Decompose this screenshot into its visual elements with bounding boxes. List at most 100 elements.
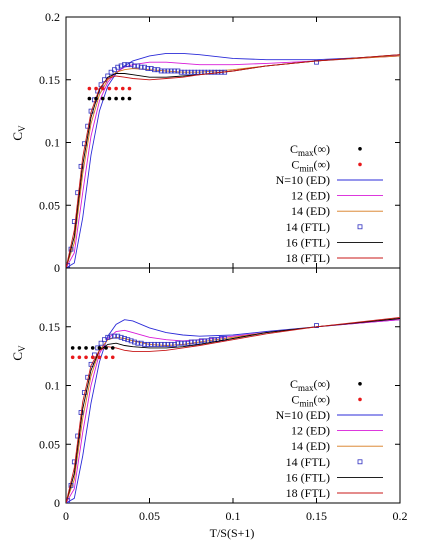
data-point-dot (84, 346, 88, 350)
data-point-square (172, 341, 177, 347)
data-point-square (152, 67, 157, 73)
data-point-dot (97, 355, 102, 360)
series-line-n-10-ed- (66, 319, 400, 503)
data-point-square (138, 340, 144, 346)
data-point-dot (77, 346, 82, 350)
data-point-square (135, 63, 141, 69)
data-point-square (195, 69, 201, 75)
data-point-square (314, 59, 319, 65)
legend: Cmax(∞)Cmin(∞)N=10 (ED) 12 (ED)14 (ED) 14 … (276, 142, 383, 265)
data-point-square (208, 337, 214, 343)
data-point-dot (100, 96, 105, 101)
data-point-dot (87, 96, 92, 101)
data-point-square (314, 323, 319, 328)
data-point-dot (114, 86, 118, 91)
data-point-square (108, 69, 114, 75)
legend-label: Cmax(∞) (290, 142, 330, 158)
data-point-square (168, 68, 174, 74)
data-point-square (112, 333, 117, 339)
data-point-square (165, 341, 171, 347)
data-point-square (98, 340, 104, 346)
x-tick-label: 0.15 (306, 509, 327, 523)
data-point-square (162, 68, 167, 74)
data-point-square (132, 63, 137, 69)
data-point-square (195, 339, 201, 345)
y-axis-label: CV (10, 125, 27, 141)
y-tick-label: 0.05 (39, 437, 60, 451)
data-point-dot (127, 86, 132, 91)
x-tick-label: 0.2 (393, 509, 408, 523)
data-point-dot (94, 86, 98, 91)
x-axis-label: T/S(S+1) (210, 526, 255, 540)
data-point-square (178, 69, 184, 75)
data-point-dot (104, 346, 108, 350)
data-point-square (158, 341, 164, 347)
x-tick-label: 0 (63, 509, 69, 523)
data-point-square (132, 339, 137, 345)
data-point-square (122, 336, 127, 341)
data-point-square (215, 337, 221, 343)
data-point-square (208, 69, 214, 75)
x-tick-label: 0.05 (139, 509, 160, 523)
data-point-dot (110, 346, 115, 350)
data-point-square (66, 263, 71, 268)
legend-square-symbol (357, 459, 363, 465)
data-point-square (122, 62, 127, 68)
plot-frame (65, 16, 401, 269)
data-point-square (222, 336, 228, 341)
y-tick-label: 0.15 (39, 320, 60, 334)
data-point-square (165, 68, 171, 74)
data-point-square (112, 67, 117, 73)
top-panel: 0 0.05 0.1 0.15 0.2 CV Cmax(∞)Cmin(∞)N=10 (ED)… (10, 10, 401, 275)
data-point-dot (107, 96, 112, 101)
legend-label: 14 (ED) (291, 439, 330, 453)
data-point-square (178, 340, 184, 346)
data-point-square (155, 67, 161, 73)
legend-label: Cmin(∞) (291, 392, 330, 408)
data-point-square (182, 69, 187, 75)
data-point-square (142, 341, 147, 347)
legend-label: 16 (FTL) (286, 235, 330, 249)
data-point-square (125, 337, 131, 343)
series-line-18-ftl- (66, 54, 400, 268)
data-point-dot (90, 346, 95, 350)
legend-label: N=10 (ED) (276, 408, 330, 422)
legend-label: 18 (FTL) (286, 486, 330, 500)
bottom-panel: 0 0.05 0.1 0.15 0.2 0 0.05 0.1 0.15 CV Cmax(∞)Cmin… (10, 267, 408, 523)
legend-dot-symbol (358, 147, 362, 151)
data-point-square (118, 63, 124, 69)
series-line-14-ed- (66, 55, 400, 268)
legend: Cmax(∞)Cmin(∞)N=10 (ED) 12 (ED)14 (ED) 14 … (276, 377, 383, 500)
y-tick-label: 0 (54, 261, 60, 275)
data-point-dot (94, 96, 98, 101)
data-point-square (202, 338, 208, 344)
data-point-square (128, 62, 134, 68)
data-point-square (182, 340, 187, 346)
data-point-square (125, 62, 131, 68)
legend-label: 16 (FTL) (286, 470, 330, 484)
plot-area (66, 316, 400, 503)
legend-label: Cmax(∞) (290, 377, 330, 393)
data-point-square (162, 341, 167, 347)
y-tick-label: 0.05 (39, 198, 60, 212)
data-point-square (128, 338, 134, 344)
x-tick-label: 0.1 (226, 509, 241, 523)
data-point-square (148, 341, 154, 347)
data-point-dot (110, 355, 115, 360)
legend-label: 18 (FTL) (286, 251, 330, 265)
data-point-square (158, 68, 164, 74)
data-point-dot (97, 346, 102, 350)
data-point-dot (70, 346, 75, 350)
data-point-dot (87, 86, 92, 91)
legend-label: 12 (ED) (291, 424, 330, 438)
data-point-dot (120, 86, 125, 91)
y-tick-label: 0.15 (39, 73, 60, 87)
series-line-n-10-ed- (66, 52, 400, 268)
data-point-square (155, 341, 161, 347)
legend-label: Cmin(∞) (291, 157, 330, 173)
data-point-dot (70, 355, 75, 360)
y-tick-label: 0.1 (45, 379, 60, 393)
data-point-square (148, 66, 154, 71)
y-tick-label: 0.2 (45, 10, 60, 24)
